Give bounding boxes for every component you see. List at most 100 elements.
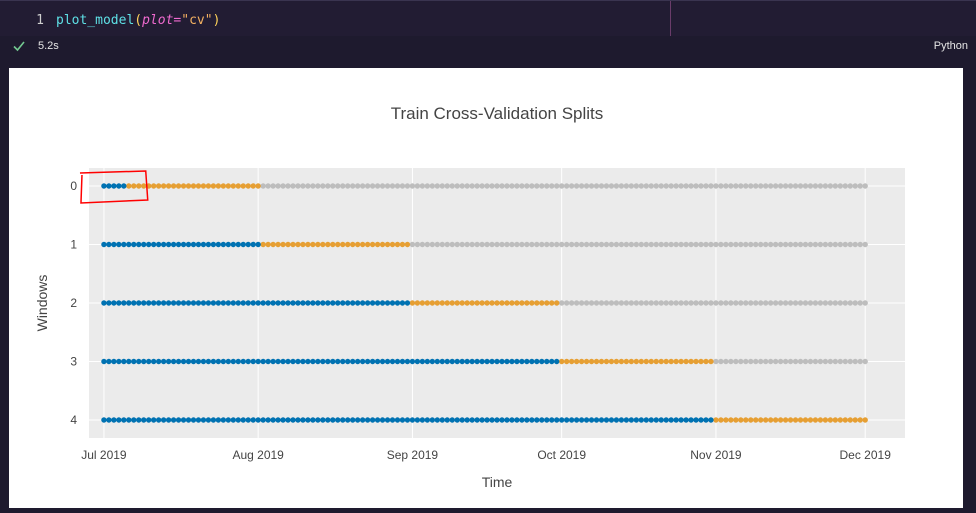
language-selector[interactable]: Python — [933, 40, 968, 52]
data-point — [743, 241, 749, 248]
data-point — [688, 417, 694, 423]
data-point — [444, 183, 450, 189]
data-point — [728, 358, 734, 365]
data-point — [429, 300, 436, 306]
data-point — [235, 183, 241, 189]
data-point — [758, 183, 764, 189]
data-point — [573, 417, 580, 423]
data-point — [698, 183, 704, 189]
data-point — [713, 183, 719, 189]
data-point — [275, 417, 281, 423]
x-tick-label: Sep 2019 — [387, 448, 439, 462]
cell-output: 0 1 2 3 4 Jul 2019 Aug 2019 Sep 2019 Oct 2019 No… — [9, 68, 972, 508]
data-point — [111, 358, 117, 365]
data-point — [633, 300, 640, 306]
data-point — [558, 300, 565, 306]
data-point — [603, 300, 610, 306]
data-point — [195, 300, 202, 306]
data-point — [180, 183, 187, 189]
data-point — [777, 300, 784, 306]
data-point — [165, 358, 172, 365]
data-point — [305, 300, 311, 306]
data-point — [713, 241, 719, 248]
data-point — [210, 417, 217, 423]
data-point — [623, 183, 630, 189]
data-point — [499, 358, 505, 365]
data-point — [578, 300, 585, 306]
data-point — [235, 300, 241, 306]
data-point — [658, 358, 664, 365]
data-point — [136, 358, 142, 365]
data-point — [643, 241, 649, 248]
code-line[interactable]: plot_model(plot="cv") — [56, 13, 220, 28]
data-point — [394, 358, 401, 365]
data-point — [494, 300, 500, 306]
data-point — [499, 417, 505, 423]
data-point — [160, 183, 167, 189]
data-point — [131, 417, 137, 423]
data-point — [215, 417, 222, 423]
data-point — [558, 241, 565, 248]
data-point — [743, 183, 749, 189]
data-point — [255, 241, 261, 248]
data-point — [315, 300, 321, 306]
data-point — [733, 183, 739, 189]
data-point — [439, 358, 445, 365]
data-point — [638, 183, 644, 189]
data-point — [658, 241, 664, 248]
data-point — [394, 300, 401, 306]
data-point — [718, 300, 724, 306]
data-point — [175, 417, 182, 423]
data-point — [190, 358, 197, 365]
data-point — [449, 358, 455, 365]
data-point — [708, 417, 714, 423]
data-point — [474, 417, 480, 423]
data-point — [748, 241, 754, 248]
data-point — [484, 183, 490, 189]
data-point — [509, 183, 515, 189]
data-point — [389, 241, 396, 248]
data-point — [170, 358, 177, 365]
data-point — [454, 417, 460, 423]
data-point — [359, 358, 366, 365]
data-point — [265, 358, 271, 365]
data-point — [578, 241, 585, 248]
data-point — [539, 417, 545, 423]
data-point — [593, 300, 600, 306]
data-point — [628, 417, 635, 423]
x-axis-label: Time — [482, 474, 513, 490]
data-point — [703, 300, 709, 306]
data-point — [230, 358, 236, 365]
data-point — [300, 417, 306, 423]
data-point — [539, 358, 545, 365]
data-point — [524, 358, 530, 365]
data-point — [384, 417, 391, 423]
y-tick-labels: 0 1 2 3 4 — [70, 179, 77, 427]
data-point — [414, 417, 421, 423]
data-point — [683, 358, 689, 365]
data-point — [494, 241, 500, 248]
data-point — [792, 183, 799, 189]
data-point — [464, 417, 470, 423]
data-point — [509, 417, 515, 423]
data-point — [364, 417, 371, 423]
data-point — [424, 183, 431, 189]
data-point — [345, 300, 351, 306]
data-point — [549, 417, 555, 423]
data-point — [325, 358, 331, 365]
scrollbar-track[interactable] — [963, 60, 976, 511]
code-cell[interactable]: 1 plot_model(plot="cv") — [0, 0, 976, 37]
data-point — [195, 241, 202, 248]
data-point — [389, 183, 396, 189]
data-point — [414, 241, 421, 248]
data-point — [573, 183, 580, 189]
data-point — [563, 300, 570, 306]
data-point — [738, 241, 744, 248]
data-point — [723, 183, 729, 189]
data-point — [325, 241, 331, 248]
data-point — [429, 417, 436, 423]
data-point — [598, 358, 605, 365]
data-point — [623, 417, 630, 423]
data-point — [812, 358, 819, 365]
code-param: plot — [142, 13, 174, 28]
